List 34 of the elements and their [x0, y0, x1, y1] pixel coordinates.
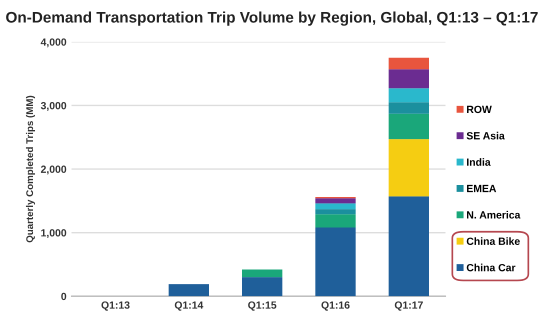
bar: [388, 58, 429, 70]
bar: [315, 198, 356, 204]
chart-title: On-Demand Transportation Trip Volume by Region, Global, Q1:13 – Q1:17: [6, 11, 538, 26]
legend-label: China Car: [466, 264, 516, 272]
legend-label: SE Asia: [466, 132, 505, 140]
bar: [388, 102, 429, 114]
bar: [168, 284, 209, 296]
legend-label: EMEA: [467, 184, 496, 192]
y-tick-label: 3,000: [40, 102, 66, 111]
bar: [315, 228, 356, 296]
bar: [388, 139, 429, 196]
legend-label: China Bike: [466, 237, 520, 245]
bar: [242, 270, 282, 278]
x-tick-label: Q1:14: [174, 301, 204, 311]
bar: [388, 88, 429, 102]
y-tick-label: 2,000: [40, 166, 66, 174]
bar: [388, 196, 429, 296]
bar: [315, 214, 356, 228]
bar: [388, 69, 429, 88]
legend-label: ROW: [467, 106, 492, 114]
y-tick-label: 0: [61, 292, 66, 300]
bar: [388, 114, 429, 140]
legend-label: India: [467, 158, 491, 166]
y-tick-label: 4,000: [40, 38, 66, 48]
bar: [242, 277, 282, 296]
y-tick-label: 1,000: [41, 229, 66, 238]
x-tick-label: Q1:17: [394, 301, 423, 311]
y-axis-title: Quarterly Completed Trips (MM): [26, 96, 36, 242]
x-tick-label: Q1:13: [101, 301, 130, 311]
legend-label: N. America: [467, 210, 520, 219]
x-tick-label: Q1:16: [321, 301, 350, 311]
x-tick-label: Q1:15: [248, 301, 276, 311]
bar: [315, 203, 356, 210]
bar: [315, 209, 356, 214]
